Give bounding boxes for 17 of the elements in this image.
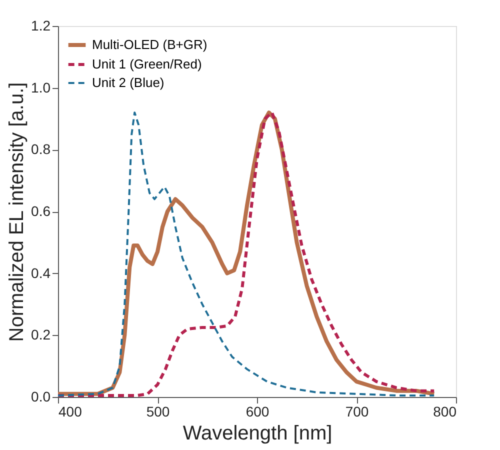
y-tick-label: 1.2: [31, 18, 51, 34]
legend-label: Unit 1 (Green/Red): [92, 56, 202, 72]
x-tick-label: 800: [433, 404, 457, 420]
x-tick-label: 700: [345, 404, 369, 420]
x-tick-label: 500: [146, 404, 170, 420]
legend-label: Multi-OLED (B+GR): [92, 37, 208, 52]
x-tick-label: 600: [246, 404, 270, 420]
x-axis-title: Wavelength [nm]: [182, 422, 332, 444]
y-tick-label: 0.6: [31, 203, 51, 219]
y-tick-label: 0.2: [31, 326, 51, 343]
y-tick-label: 0.4: [31, 264, 51, 281]
legend-label: Unit 2 (Blue): [92, 75, 164, 90]
x-tick-label: 400: [58, 404, 82, 420]
y-tick-label: 1.0: [31, 79, 51, 96]
y-tick-label: 0.8: [31, 141, 51, 158]
y-tick-label: 0.0: [31, 388, 51, 404]
y-axis-title: Normalized EL intensity [a.u.]: [6, 82, 28, 342]
